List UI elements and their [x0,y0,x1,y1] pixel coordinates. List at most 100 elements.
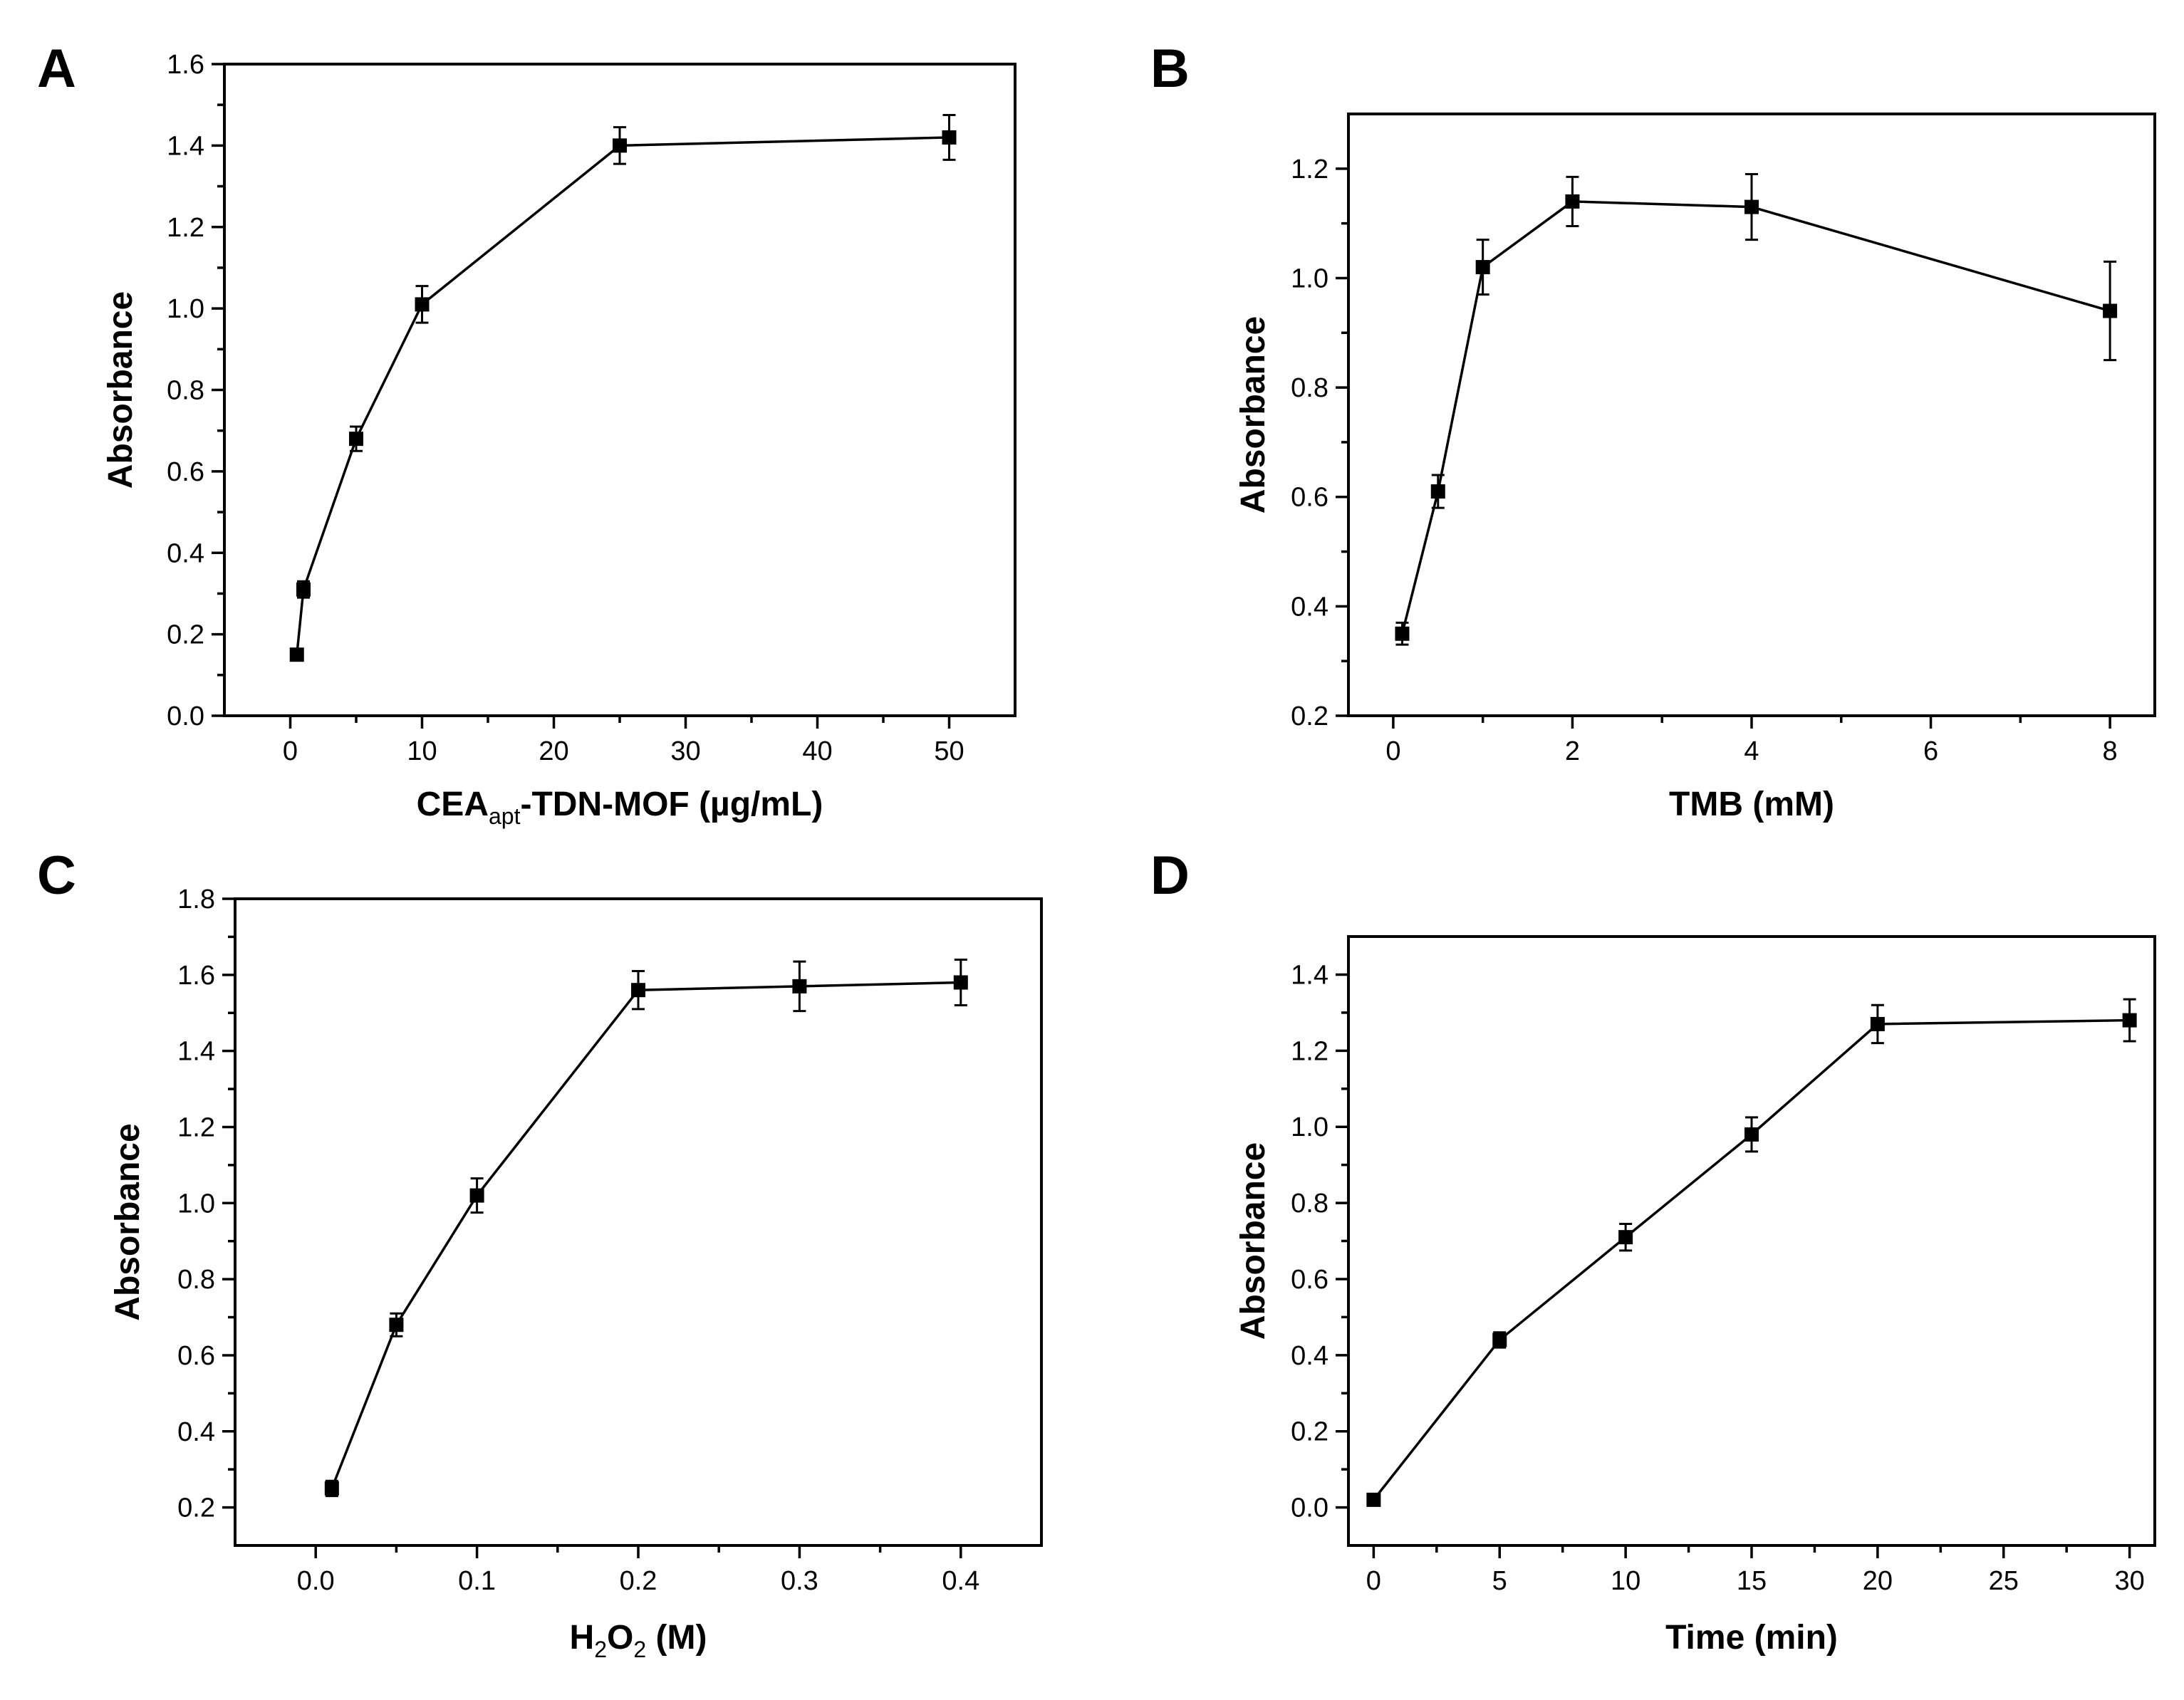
x-tick-label: 50 [934,736,964,766]
data-point [1744,1127,1759,1142]
data-point [1565,194,1580,209]
data-point [1430,484,1445,499]
data-point [1492,1333,1507,1347]
x-tick-label: 0 [1385,736,1400,766]
data-point [1744,199,1759,214]
x-tick-label: 20 [1863,1566,1893,1596]
y-axis-title: Absorbance [109,1123,147,1320]
y-tick-label: 1.2 [1291,1036,1328,1066]
chart-panel-c: C 0.0 0.1 0.2 0.3 0.4 0.2 0.4 0.6 0.8 1.0 1.2 1.4 1.6… [37,845,1043,1662]
chart-panel-b: B 0 2 4 6 8 0.2 0.4 0.6 0.8 1.0 1.2 Absorbance TMB (m… [1150,38,2156,823]
x-tick-label: 10 [407,736,437,766]
y-tick-label: 1.0 [177,1189,215,1219]
data-point [415,297,430,312]
y-tick-label: 1.2 [177,1112,215,1142]
y-tick-label: 1.4 [167,131,204,161]
x-tick-label: 6 [1923,736,1938,766]
panel-letter: A [37,38,76,99]
x-tick-label: 40 [802,736,832,766]
data-point [631,983,645,998]
data-point [953,975,968,990]
x-tick-label: 0.2 [620,1566,657,1596]
y-tick-label: 0.4 [167,538,204,568]
data-point [2103,303,2118,318]
chart-panel-a: A 0 10 20 30 40 50 0.0 0.2 0.4 0.6 0.8 1.0 1.2 1.4 1.6 A… [37,38,1016,829]
y-tick-label: 0.0 [167,702,204,731]
data-point [469,1188,484,1203]
y-tick-label: 0.4 [177,1417,215,1447]
y-tick-label: 1.0 [1291,264,1328,293]
x-axis-title-part: -TDN-MOF (µg/mL) [520,786,823,823]
x-tick-label: 0 [1366,1566,1381,1596]
data-point [942,130,957,145]
data-point [1870,1016,1885,1031]
data-point [1475,260,1490,275]
x-tick-label: 0 [283,736,298,766]
y-tick-label: 0.0 [1291,1493,1328,1523]
x-axis-title-part: H [570,1619,595,1657]
series-line [1400,200,2111,635]
data-point [389,1318,404,1333]
y-tick-label: 0.8 [177,1265,215,1295]
y-tick-label: 1.6 [167,50,204,80]
x-tick-label: 30 [2114,1566,2144,1596]
data-point [792,979,807,994]
y-axis-title: Absorbance [1234,316,1272,513]
chart-panel-d: D 0 5 10 15 20 25 30 0.0 0.2 0.4 0.6 0.8 1.0 1.2 1.4 Abs… [1150,845,2156,1657]
y-tick-label: 0.2 [167,620,204,650]
series-line [1373,1018,2130,1501]
data-point [324,1481,339,1496]
y-tick-label: 1.2 [167,213,204,243]
data-point [1618,1230,1633,1245]
x-axis-title: Time (min) [1665,1619,1838,1657]
y-tick-label: 0.2 [1291,1417,1328,1447]
y-tick-label: 0.6 [177,1341,215,1371]
y-tick-label: 1.8 [177,885,215,914]
x-tick-label: 25 [1989,1566,2019,1596]
y-tick-label: 0.6 [1291,483,1328,513]
x-tick-label: 0.3 [781,1566,818,1596]
data-point [1395,626,1410,641]
x-axis-title: H2O2 (M) [570,1619,707,1662]
x-tick-label: 0.0 [297,1566,335,1596]
x-axis-title: TMB (mM) [1669,786,1834,823]
x-tick-label: 8 [2103,736,2118,766]
y-tick-label: 0.6 [167,457,204,487]
y-tick-label: 1.4 [177,1037,215,1067]
series-line [331,981,961,1489]
panel-letter: B [1150,38,1190,99]
y-tick-label: 1.4 [1291,960,1328,990]
x-tick-label: 10 [1611,1566,1640,1596]
y-axis-title: Absorbance [102,291,140,489]
data-point [1366,1492,1381,1507]
x-tick-label: 5 [1492,1566,1507,1596]
data-point [349,432,363,447]
y-tick-label: 1.0 [1291,1112,1328,1142]
y-tick-label: 0.8 [1291,1189,1328,1219]
x-tick-label: 0.1 [458,1566,496,1596]
y-tick-label: 0.2 [1291,702,1328,731]
y-tick-label: 0.8 [1291,373,1328,403]
x-axis-title-subscript: apt [489,803,521,829]
x-axis-title-part: (M) [646,1619,707,1657]
x-axis-title-subscript: 2 [594,1637,607,1662]
x-tick-label: 4 [1744,736,1759,766]
y-tick-label: 0.2 [177,1493,215,1523]
data-point [2122,1013,2137,1028]
x-axis-title: CEAapt-TDN-MOF (µg/mL) [417,786,823,829]
y-tick-label: 0.4 [1291,1341,1328,1371]
y-tick-label: 1.2 [1291,155,1328,184]
plot-frame [1347,935,2156,1547]
data-point [296,582,311,597]
y-tick-label: 0.6 [1291,1265,1328,1295]
x-tick-label: 0.4 [942,1566,979,1596]
y-tick-label: 1.0 [167,294,204,324]
x-axis-title-part: O [607,1619,633,1657]
y-tick-label: 0.8 [167,376,204,406]
x-tick-label: 20 [539,736,568,766]
data-point [613,138,627,153]
panel-letter: C [37,845,76,906]
x-axis-title-subscript: 2 [633,1637,646,1662]
x-tick-label: 30 [670,736,700,766]
